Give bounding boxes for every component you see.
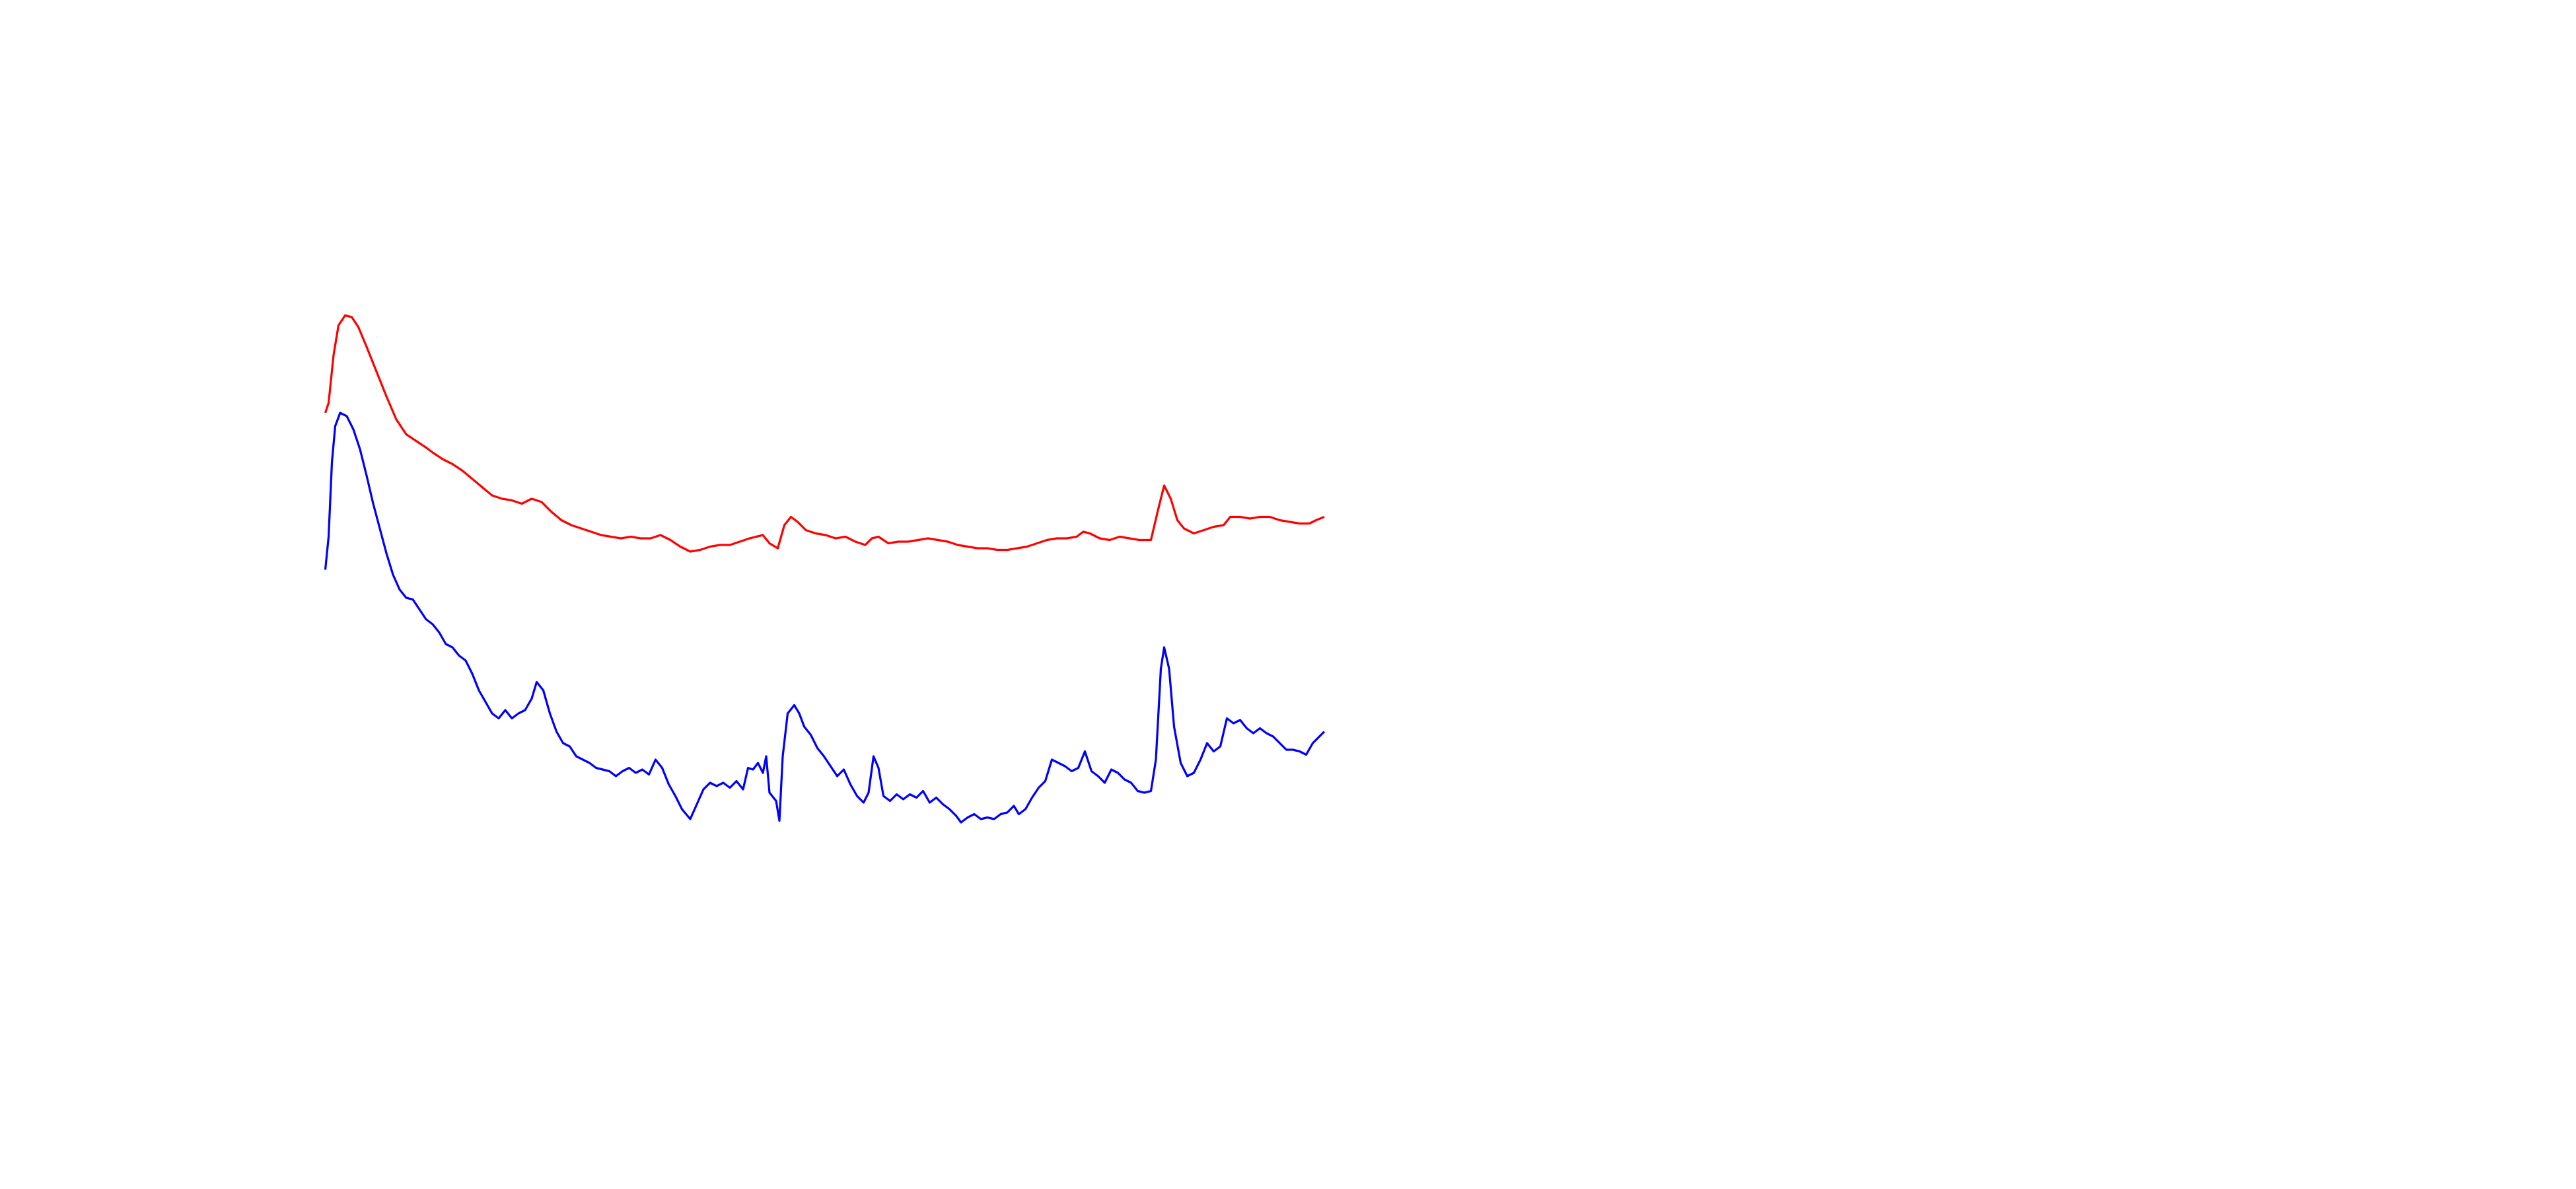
line-series: [324, 412, 1326, 824]
line-series: [324, 314, 1325, 553]
